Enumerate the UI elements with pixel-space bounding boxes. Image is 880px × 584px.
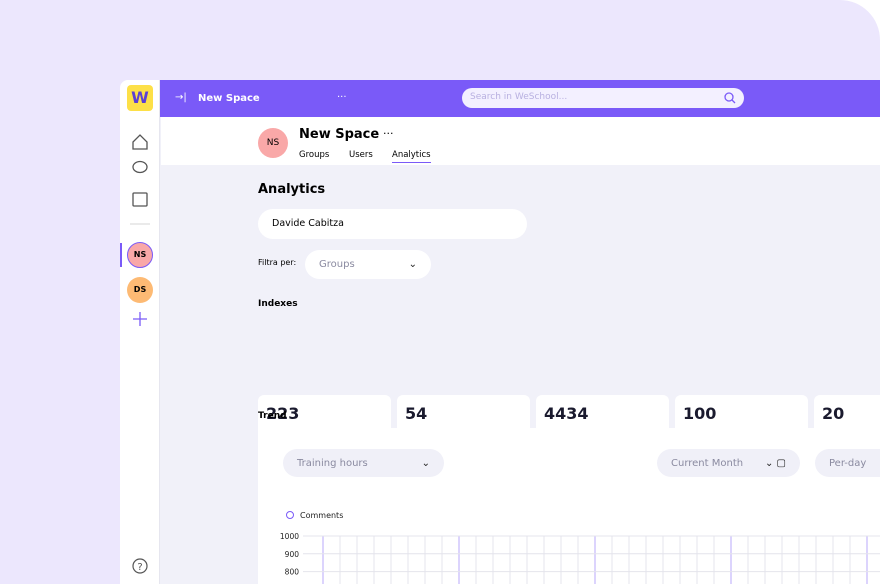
y-tick-label: 900: [285, 550, 300, 559]
sidebar: [120, 80, 160, 584]
index-value: 20: [822, 404, 845, 423]
index-value: 100: [683, 404, 717, 423]
header-more[interactable]: ···: [383, 127, 394, 140]
search-icon: [724, 92, 736, 104]
filter-value: Groups: [319, 259, 355, 270]
more-button[interactable]: ···: [337, 92, 347, 103]
header-title: New Space: [299, 127, 380, 142]
index-value: 4434: [544, 404, 589, 423]
tab-active[interactable]: Analytics: [392, 150, 431, 163]
svg-text:?: ?: [137, 562, 142, 573]
add-icon[interactable]: [133, 312, 147, 326]
home-icon[interactable]: [132, 134, 148, 150]
index-value: 54: [405, 404, 428, 423]
indexes-title: Indexes: [258, 299, 298, 309]
tab[interactable]: Users: [349, 150, 373, 160]
legend-label: Comments: [300, 511, 343, 520]
metric-select[interactable]: Training hours ⌄: [283, 449, 444, 477]
section-title: Analytics: [258, 182, 326, 197]
window: W NS DS ? →| New Space ··· Search in WeS…: [120, 80, 880, 584]
tab[interactable]: Groups: [299, 150, 330, 160]
chat-icon[interactable]: [132, 160, 148, 174]
legend-marker: [286, 511, 294, 519]
filter-label: Filtra per:: [258, 258, 297, 267]
help-icon[interactable]: ?: [132, 558, 148, 574]
user-field[interactable]: Davide Cabitza: [258, 209, 527, 239]
trend-chart: Comments 1000 900 800: [280, 511, 880, 584]
filter-select[interactable]: Groups ⌄: [305, 250, 431, 279]
period-select[interactable]: Current Month ⌄ ▢: [657, 449, 800, 477]
y-tick-label: 800: [285, 568, 300, 577]
granularity-select[interactable]: Per-day: [815, 449, 880, 477]
y-tick-label: 1000: [280, 532, 299, 541]
space-name: New Space: [198, 93, 260, 104]
collapse-icon[interactable]: →|: [175, 92, 187, 103]
trend-title: Trend: [258, 411, 287, 421]
search[interactable]: Search in WeSchool...: [462, 88, 744, 108]
calendar-icon[interactable]: [132, 192, 148, 207]
index-value: 223: [266, 404, 300, 423]
granularity-value: Per-day: [829, 457, 867, 469]
header-avatar: NS: [258, 128, 288, 158]
sidebar-avatar[interactable]: NS: [127, 242, 153, 268]
metric-value: Training hours: [297, 457, 368, 469]
logo[interactable]: W: [127, 85, 153, 111]
sidebar-avatar[interactable]: DS: [127, 277, 153, 303]
nav-icons[interactable]: [120, 120, 160, 370]
period-value: Current Month: [671, 457, 744, 469]
